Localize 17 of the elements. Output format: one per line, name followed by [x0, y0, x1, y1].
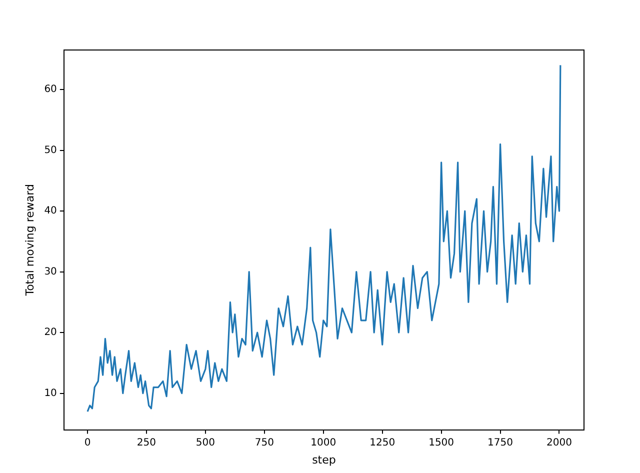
- x-tick-label: 0: [84, 437, 91, 448]
- y-tick-label: 50: [44, 144, 57, 156]
- x-tick-label: 500: [196, 437, 215, 448]
- x-axis-title: step: [312, 453, 336, 466]
- x-tick-label: 1750: [488, 437, 513, 448]
- y-tick-label: 20: [44, 327, 57, 338]
- x-tick-label: 1000: [310, 437, 336, 448]
- x-tick-label: 2000: [546, 437, 572, 448]
- x-tick-label: 750: [254, 437, 274, 448]
- x-tick-label: 1500: [428, 437, 454, 448]
- y-tick-label: 10: [44, 388, 57, 399]
- x-tick-label: 250: [136, 437, 156, 448]
- y-tick-label: 40: [44, 206, 57, 217]
- y-tick-label: 60: [44, 84, 57, 96]
- y-tick-label: 30: [44, 266, 57, 278]
- x-tick-label: 1250: [370, 437, 396, 448]
- y-axis-title: Total moving reward: [23, 184, 36, 297]
